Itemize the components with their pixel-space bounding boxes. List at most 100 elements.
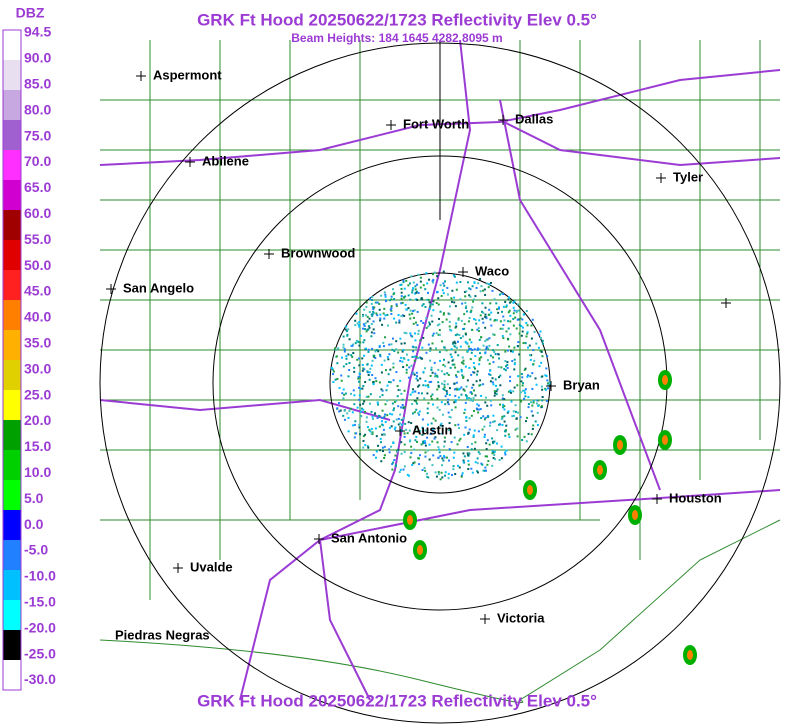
echo-pixel (376, 401, 379, 404)
city-marker (656, 173, 666, 183)
echo-pixel (526, 324, 529, 327)
echo-pixel (358, 398, 361, 401)
echo-pixel (389, 381, 392, 384)
echo-pixel (431, 320, 434, 323)
echo-pixel (443, 456, 446, 459)
echo-pixel (485, 317, 488, 320)
echo-pixel (473, 367, 476, 370)
echo-pixel (467, 454, 470, 457)
echo-pixel (454, 334, 457, 337)
echo-pixel (417, 457, 420, 460)
echo-pixel (489, 281, 492, 284)
echo-pixel (508, 436, 511, 439)
echo-pixel (399, 379, 402, 382)
echo-pixel (489, 421, 492, 424)
echo-pixel (444, 474, 447, 477)
legend-label: 85.0 (24, 76, 51, 92)
echo-pixel (370, 331, 373, 334)
echo-pixel (437, 333, 440, 336)
echo-pixel (473, 298, 476, 301)
echo-pixel (514, 404, 517, 407)
echo-pixel (424, 469, 427, 472)
echo-pixel (503, 319, 506, 322)
echo-pixel (400, 315, 403, 318)
echo-pixel (427, 298, 430, 301)
echo-pixel (395, 371, 398, 374)
echo-pixel (456, 387, 459, 390)
echo-pixel (474, 355, 477, 358)
echo-pixel (342, 335, 345, 338)
storm-core (687, 650, 693, 660)
echo-pixel (342, 346, 345, 349)
echo-pixel (361, 387, 364, 390)
echo-pixel (395, 340, 398, 343)
echo-pixel (413, 359, 416, 362)
echo-pixel (405, 279, 408, 282)
echo-pixel (404, 303, 407, 306)
echo-pixel (391, 468, 394, 471)
echo-pixel (493, 394, 496, 397)
echo-pixel (438, 323, 441, 326)
echo-pixel (521, 382, 524, 385)
echo-pixel (439, 424, 442, 427)
echo-pixel (419, 377, 422, 380)
echo-pixel (365, 347, 368, 350)
echo-pixel (441, 289, 444, 292)
echo-pixel (447, 411, 450, 414)
echo-pixel (472, 362, 475, 365)
echo-pixel (417, 385, 420, 388)
echo-pixel (382, 345, 385, 348)
echo-pixel (382, 341, 385, 344)
echo-pixel (371, 347, 374, 350)
echo-pixel (444, 471, 447, 474)
echo-pixel (507, 311, 510, 314)
echo-pixel (351, 411, 354, 414)
echo-pixel (411, 391, 414, 394)
city-marker (546, 381, 556, 391)
echo-pixel (409, 309, 412, 312)
echo-pixel (469, 311, 472, 314)
echo-pixel (372, 312, 375, 315)
echo-pixel (425, 475, 428, 478)
echo-pixel (437, 303, 440, 306)
echo-pixel (507, 298, 510, 301)
echo-pixel (437, 386, 440, 389)
echo-pixel (489, 354, 492, 357)
echo-pixel (447, 477, 450, 480)
legend-label: -20.0 (24, 619, 56, 635)
echo-pixel (376, 301, 379, 304)
echo-pixel (364, 444, 367, 447)
echo-pixel (448, 313, 451, 316)
echo-pixel (353, 370, 356, 373)
echo-pixel (466, 281, 469, 284)
legend-label: 15.0 (24, 438, 51, 454)
echo-pixel (449, 353, 452, 356)
echo-pixel (442, 387, 445, 390)
echo-pixel (416, 430, 419, 433)
echo-pixel (454, 400, 457, 403)
echo-pixel (478, 452, 481, 455)
echo-pixel (370, 313, 373, 316)
echo-pixel (442, 363, 445, 366)
echo-pixel (364, 410, 367, 413)
echo-pixel (489, 302, 492, 305)
echo-pixel (516, 384, 519, 387)
echo-pixel (406, 473, 409, 476)
color-swatch (3, 180, 21, 211)
echo-pixel (435, 302, 438, 305)
echo-pixel (358, 423, 361, 426)
echo-pixel (483, 288, 486, 291)
echo-pixel (426, 412, 429, 415)
city-label: Dallas (515, 111, 553, 126)
echo-pixel (540, 337, 543, 340)
echo-pixel (480, 462, 483, 465)
echo-pixel (341, 392, 344, 395)
echo-pixel (433, 437, 436, 440)
echo-pixel (381, 323, 384, 326)
echo-pixel (482, 383, 485, 386)
echo-pixel (539, 330, 542, 333)
echo-pixel (532, 401, 535, 404)
echo-pixel (506, 411, 509, 414)
echo-pixel (388, 426, 391, 429)
echo-pixel (525, 440, 528, 443)
